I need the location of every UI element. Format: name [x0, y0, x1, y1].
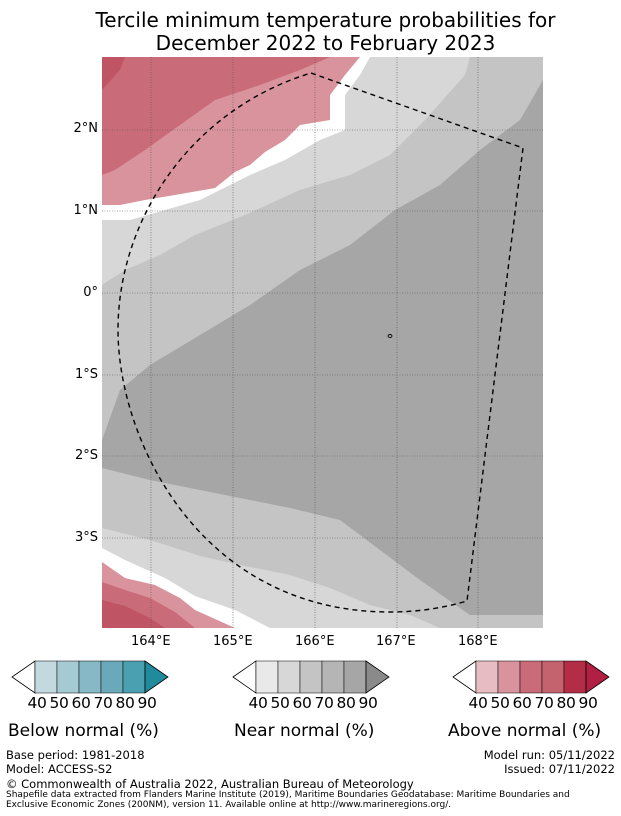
- tick-label: 90: [137, 694, 157, 712]
- tick-label: 90: [358, 694, 378, 712]
- tick-label: 50: [490, 694, 510, 712]
- colorbar-near-high-triangle: [365, 660, 390, 694]
- copyright: © Commonwealth of Australia 2022, Austra…: [6, 777, 414, 791]
- tick-label: 70: [314, 694, 334, 712]
- lat-label-2n: 2°N: [73, 121, 99, 136]
- map-title-line1: Tercile minimum temperature probabilitie…: [95, 8, 556, 32]
- colorbar-above-normal: [452, 660, 610, 694]
- colorbar-above-title: Above normal (%): [448, 721, 602, 741]
- tick-label: 80: [336, 694, 356, 712]
- tick-label: 40: [468, 694, 488, 712]
- colorbar-near-title: Near normal (%): [234, 721, 375, 741]
- issued-date: Issued: 07/11/2022: [504, 762, 615, 776]
- lat-label-1s: 1°S: [74, 367, 98, 382]
- colorbar-near-normal: [232, 660, 390, 694]
- colorbar-near-low-triangle: [232, 660, 257, 694]
- colorbar-below-seg-40: [34, 660, 58, 694]
- island-marker: [387, 334, 393, 338]
- colorbar-above-seg-80: [563, 660, 587, 694]
- base-period: Base period: 1981-2018: [6, 748, 145, 762]
- tick-label: 50: [49, 694, 69, 712]
- colorbar-below-seg-70: [100, 660, 124, 694]
- tick-label: 70: [93, 694, 113, 712]
- tick-label: 60: [71, 694, 91, 712]
- above-normal-60-region-north: [102, 57, 330, 175]
- lon-label-166e: 166°E: [295, 634, 335, 649]
- colorbar-above-seg-40: [475, 660, 499, 694]
- lon-label-168e: 168°E: [458, 634, 498, 649]
- colorbar-above-high-triangle: [585, 660, 610, 694]
- map-title-line2: December 2022 to February 2023: [155, 31, 496, 55]
- lon-label-165e: 165°E: [213, 634, 253, 649]
- lon-label-167e: 167°E: [376, 634, 416, 649]
- map-fill-regions: [102, 57, 543, 628]
- colorbar-below-ticks: 40 50 60 70 80 90: [26, 694, 158, 712]
- colorbar-above-seg-70: [541, 660, 565, 694]
- tick-label: 70: [534, 694, 554, 712]
- colorbar-above-low-triangle: [452, 660, 477, 694]
- lat-label-3s: 3°S: [74, 530, 98, 545]
- shapefile-credit-line1: Shapefile data extracted from Flanders M…: [6, 790, 570, 800]
- colorbar-near-seg-70: [321, 660, 345, 694]
- colorbar-near-seg-80: [343, 660, 367, 694]
- lat-label-0: 0°: [83, 285, 98, 300]
- tick-label: 40: [27, 694, 47, 712]
- model-name: Model: ACCESS-S2: [6, 762, 113, 776]
- lon-label-164e: 164°E: [131, 634, 171, 649]
- tick-label: 90: [578, 694, 598, 712]
- tick-label: 50: [270, 694, 290, 712]
- colorbar-below-low-triangle: [11, 660, 36, 694]
- colorbar-near-seg-50: [277, 660, 301, 694]
- colorbar-near-seg-40: [255, 660, 279, 694]
- colorbar-below-seg-80: [122, 660, 146, 694]
- eez-boundary: [117, 72, 524, 613]
- lat-label-1n: 1°N: [73, 203, 99, 218]
- colorbar-below-seg-50: [56, 660, 80, 694]
- tick-label: 80: [556, 694, 576, 712]
- colorbar-below-high-triangle: [144, 660, 169, 694]
- colorbar-above-seg-50: [497, 660, 521, 694]
- model-run-date: Model run: 05/11/2022: [483, 748, 615, 762]
- colorbar-near-ticks: 40 50 60 70 80 90: [247, 694, 379, 712]
- tick-label: 80: [115, 694, 135, 712]
- lat-label-2s: 2°S: [74, 448, 98, 463]
- tick-label: 60: [292, 694, 312, 712]
- above-normal-70-region-north: [102, 57, 125, 90]
- tick-label: 40: [248, 694, 268, 712]
- colorbar-below-seg-60: [78, 660, 102, 694]
- graticule: [102, 57, 543, 628]
- shapefile-credit-line2: Exclusive Economic Zones (200NM), versio…: [6, 800, 452, 810]
- above-normal-70-region-south: [102, 600, 165, 628]
- tick-label: 60: [512, 694, 532, 712]
- colorbar-near-seg-60: [299, 660, 323, 694]
- colorbar-above-ticks: 40 50 60 70 80 90: [467, 694, 599, 712]
- colorbar-below-normal: [11, 660, 169, 694]
- colorbar-above-seg-60: [519, 660, 543, 694]
- colorbar-below-title: Below normal (%): [8, 721, 159, 741]
